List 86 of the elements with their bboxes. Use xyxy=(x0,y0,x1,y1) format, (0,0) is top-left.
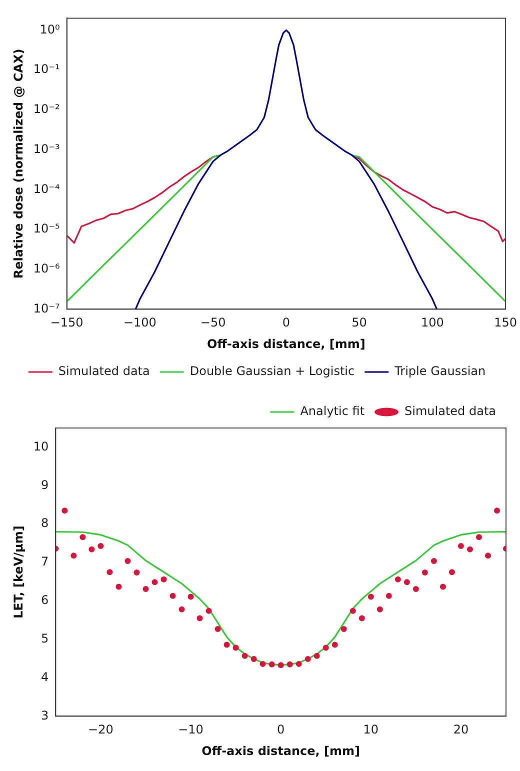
y-tick-label: 10⁻¹ xyxy=(33,62,60,76)
y-tick-label: 10⁻⁵ xyxy=(33,222,60,236)
point xyxy=(368,594,374,600)
point xyxy=(196,615,203,622)
x-tick-label: 0 xyxy=(277,722,285,737)
point xyxy=(484,552,491,559)
x-axis-title: Off-axis distance, [mm] xyxy=(206,336,366,351)
x-tick-label: 150 xyxy=(494,316,517,330)
point xyxy=(70,552,77,559)
point xyxy=(224,642,230,648)
point xyxy=(322,644,329,651)
point xyxy=(466,546,473,552)
x-tick-label: 0 xyxy=(282,316,290,330)
legend-label: Simulated data xyxy=(404,404,496,418)
x-tick-label: −50 xyxy=(200,316,226,330)
point xyxy=(404,579,410,586)
y-tick-label: 10 xyxy=(33,439,49,454)
x-tick-label: 10 xyxy=(363,722,379,737)
point xyxy=(178,606,185,612)
point xyxy=(440,584,446,590)
x-tick-label: 100 xyxy=(420,316,444,330)
y-tick-label: 3 xyxy=(41,708,49,722)
legend-label: Analytic fit xyxy=(300,404,365,418)
legend-label: Triple Gaussian xyxy=(394,364,486,378)
point xyxy=(160,576,167,582)
y-tick-label: 7 xyxy=(41,554,49,569)
point xyxy=(170,592,176,599)
point xyxy=(476,534,482,540)
point xyxy=(412,586,419,592)
y-tick-label: 9 xyxy=(41,478,49,492)
y-tick-label: 8 xyxy=(41,516,49,530)
point xyxy=(296,660,302,667)
point xyxy=(260,660,266,667)
point xyxy=(358,615,365,622)
point xyxy=(124,558,131,564)
legend-label: Double Gaussian + Logistic xyxy=(190,364,355,378)
point xyxy=(232,644,239,651)
point xyxy=(394,576,401,582)
point xyxy=(62,508,68,514)
y-tick-label: 4 xyxy=(41,670,49,684)
point xyxy=(286,661,293,668)
y-tick-label: 5 xyxy=(41,631,49,646)
point xyxy=(88,546,95,552)
point xyxy=(242,652,248,659)
y-tick-label: 10⁻³ xyxy=(33,142,60,156)
y-tick-label: 6 xyxy=(41,593,49,608)
point xyxy=(278,662,284,668)
y-axis-title: LET, [keV/μm] xyxy=(11,526,26,619)
point xyxy=(80,534,86,540)
point xyxy=(332,642,338,648)
x-tick-label: −100 xyxy=(123,316,156,330)
point xyxy=(142,586,149,592)
point xyxy=(268,661,275,668)
x-axis-title: Off-axis distance, [mm] xyxy=(202,744,360,758)
point xyxy=(116,584,122,590)
point xyxy=(422,569,428,576)
y-tick-label: 10⁻⁴ xyxy=(33,182,60,196)
point xyxy=(106,569,113,576)
legend-label: Simulated data xyxy=(58,364,150,378)
point xyxy=(98,542,104,549)
y-tick-label: 10⁻⁶ xyxy=(33,261,60,276)
x-tick-label: 50 xyxy=(352,316,367,330)
point xyxy=(494,508,500,514)
point xyxy=(448,569,455,576)
point xyxy=(314,652,320,659)
point xyxy=(134,569,140,576)
y-tick-label: 10⁰ xyxy=(40,22,60,36)
point xyxy=(214,626,221,632)
point xyxy=(430,558,437,564)
point xyxy=(250,656,257,662)
point xyxy=(304,656,311,662)
x-tick-label: 20 xyxy=(453,722,469,737)
point xyxy=(350,608,356,614)
y-tick-label: 10⁻² xyxy=(33,102,60,116)
point xyxy=(340,626,347,632)
x-tick-label: −20 xyxy=(88,722,114,737)
x-tick-label: −10 xyxy=(178,722,204,737)
point xyxy=(376,606,383,612)
point xyxy=(188,594,194,600)
point xyxy=(206,608,212,614)
point xyxy=(458,542,464,549)
y-tick-label: 10⁻⁷ xyxy=(33,301,60,316)
y-axis-title: Relative dose (normalized @ CAX) xyxy=(11,48,26,279)
x-tick-label: −150 xyxy=(50,316,84,330)
point xyxy=(386,592,392,599)
point xyxy=(152,579,158,586)
